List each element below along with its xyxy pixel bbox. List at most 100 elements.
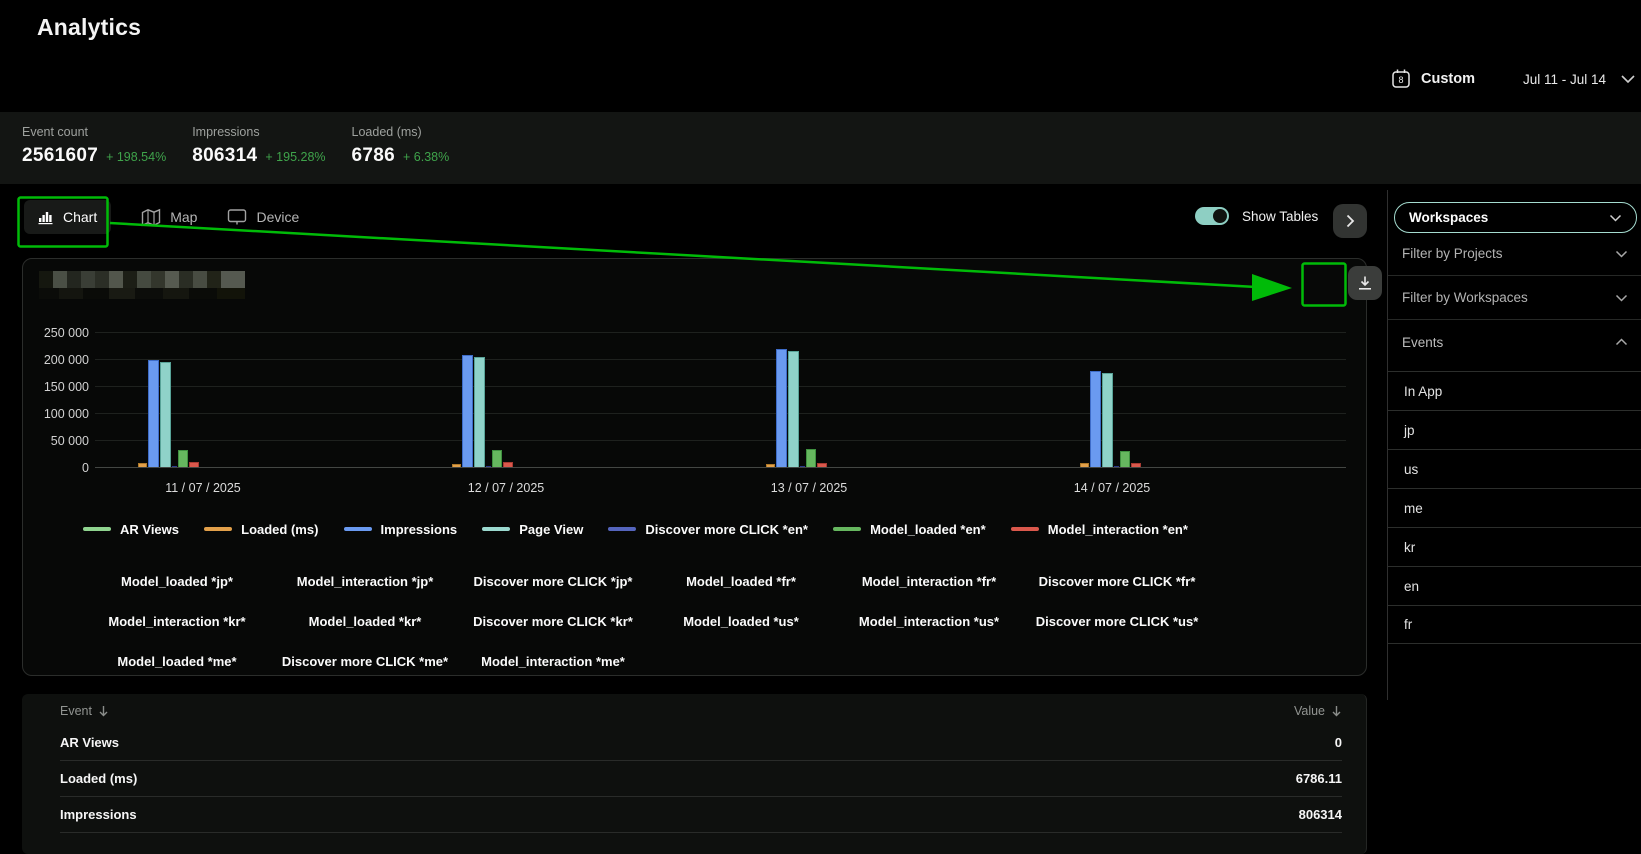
legend-item[interactable]: Discover more CLICK *jp* (473, 573, 633, 589)
legend-item[interactable]: AR Views (83, 522, 179, 537)
legend-item[interactable]: Model_loaded *en* (833, 522, 986, 537)
legend-item[interactable]: Model_loaded *kr* (308, 613, 422, 629)
bar-page-view[interactable] (159, 361, 171, 467)
chevron-down-icon (1609, 214, 1622, 222)
legend-item[interactable]: Model_loaded *jp* (121, 573, 233, 589)
legend-item[interactable]: Model_interaction *fr* (861, 573, 997, 589)
bar-model-interaction-en-[interactable] (816, 462, 827, 467)
legend-swatch (833, 527, 862, 531)
tab-chart[interactable]: Chart (24, 200, 112, 234)
event-filter-item[interactable]: jp (1388, 410, 1641, 449)
table-row[interactable]: Impressions 806314 (60, 797, 1342, 833)
bar-impressions[interactable] (1089, 371, 1101, 467)
y-axis-label: 50 000 (50, 434, 89, 448)
legend-item[interactable]: Page View (482, 522, 583, 537)
bar-loaded-ms-[interactable] (451, 463, 461, 467)
legend-item[interactable]: Model_interaction *en* (1010, 521, 1188, 537)
tab-device[interactable]: Device (227, 208, 299, 226)
chart-card: 0 50 000 100 000 150 000 200 000 250 000 11 /… (22, 258, 1462, 676)
date-range-picker[interactable]: 8 Custom Jul 11 - Jul 14 (1390, 64, 1636, 94)
gridline (95, 332, 1346, 333)
legend-swatch (343, 527, 372, 531)
bar-impressions[interactable] (147, 360, 159, 467)
bar-discover-more-click-en-[interactable] (171, 465, 177, 467)
legend-item[interactable]: Discover more CLICK *kr* (473, 613, 633, 629)
event-filter-item[interactable]: kr (1388, 527, 1641, 566)
bar-loaded-ms-[interactable] (1079, 463, 1089, 467)
y-axis-label: 150 000 (43, 380, 89, 394)
legend-item[interactable]: Impressions (343, 521, 458, 537)
bar-page-view[interactable] (473, 356, 485, 467)
legend-item[interactable]: Model_loaded *me* (117, 653, 237, 669)
column-header-value[interactable]: Value (1294, 704, 1342, 718)
bar-loaded-ms-[interactable] (765, 463, 775, 467)
page-title: Analytics (37, 14, 142, 40)
show-tables-toggle[interactable] (1195, 207, 1229, 225)
bar-model-loaded-en-[interactable] (805, 449, 816, 467)
filter-label: Filter by Workspaces (1402, 290, 1528, 305)
bar-impressions[interactable] (775, 349, 787, 467)
stat-value: 806314 (192, 145, 258, 166)
bar-discover-more-click-en-[interactable] (485, 465, 491, 467)
tab-label: Map (170, 209, 198, 225)
bar-model-loaded-en-[interactable] (1119, 451, 1130, 467)
bar-model-loaded-en-[interactable] (491, 450, 502, 467)
bar-discover-more-click-en-[interactable] (799, 465, 805, 467)
events-section-header[interactable]: Events (1388, 320, 1641, 364)
legend-item[interactable]: Model_interaction *us* (858, 613, 1000, 629)
tab-map[interactable]: Map (141, 208, 197, 227)
stat-block: Event count 2561607 + 198.54% (22, 125, 166, 184)
legend-item[interactable]: Model_loaded *fr* (686, 573, 796, 589)
y-axis-label: 250 000 (43, 326, 89, 340)
gridline (95, 413, 1346, 414)
table-row[interactable]: AR Views 0 (60, 725, 1342, 761)
gridline (95, 467, 1346, 468)
filter-by-projects[interactable]: Filter by Projects (1388, 232, 1641, 276)
y-axis-label: 0 (82, 461, 89, 475)
event-filter-item[interactable]: me (1388, 488, 1641, 527)
legend-row: Model_interaction *kr* Model_loaded *kr* D… (83, 611, 1211, 631)
bar-model-interaction-en-[interactable] (502, 462, 513, 467)
chevron-down-icon[interactable] (1620, 74, 1636, 84)
legend-item[interactable]: Model_interaction *me* (481, 653, 625, 669)
legend-item[interactable]: Discover more CLICK *en* (608, 522, 808, 537)
legend-label: Impressions (380, 521, 458, 537)
bar-loaded-ms-[interactable] (137, 463, 147, 467)
event-filter-item[interactable]: In App (1388, 371, 1641, 410)
bar-impressions[interactable] (461, 355, 473, 467)
legend-row: Model_loaded *jp* Model_interaction *jp* D… (83, 571, 1211, 591)
legend-item[interactable]: Discover more CLICK *me* (281, 653, 449, 669)
legend-item[interactable]: Discover more CLICK *us* (1035, 613, 1199, 629)
legend-item[interactable]: Loaded (ms) (204, 522, 318, 537)
legend-item[interactable]: Discover more CLICK *fr* (1038, 573, 1196, 589)
filter-by-workspaces[interactable]: Filter by Workspaces (1388, 276, 1641, 320)
date-range-value: Jul 11 - Jul 14 (1522, 71, 1607, 87)
bar-discover-more-click-en-[interactable] (1113, 465, 1119, 467)
bar-model-loaded-en-[interactable] (177, 450, 188, 467)
bar-group (137, 332, 199, 467)
event-filter-item[interactable]: en (1388, 566, 1641, 605)
legend-item[interactable]: Model_interaction *kr* (108, 613, 246, 629)
bar-page-view[interactable] (1101, 373, 1113, 467)
table-row[interactable]: Loaded (ms) 6786.11 (60, 761, 1342, 797)
workspaces-select[interactable]: Workspaces (1394, 202, 1637, 233)
download-button[interactable] (1348, 266, 1382, 300)
events-header-label: Events (1402, 334, 1444, 350)
stats-bar: Event count 2561607 + 198.54% Impression… (0, 112, 1641, 184)
bar-model-interaction-en-[interactable] (188, 461, 199, 467)
x-axis-label: 12 / 07 / 2025 (467, 481, 545, 495)
legend-swatch (608, 527, 637, 531)
event-filter-item[interactable]: us (1388, 449, 1641, 488)
bar-page-view[interactable] (787, 350, 799, 467)
legend-item[interactable]: Model_loaded *us* (683, 613, 799, 629)
column-header-event[interactable]: Event (60, 704, 109, 718)
legend-row: Model_loaded *me* Discover more CLICK *me… (83, 651, 1211, 671)
map-icon (142, 208, 161, 226)
stat-block: Impressions 806314 + 195.28% (192, 125, 325, 184)
event-filter-item[interactable]: fr (1388, 605, 1641, 644)
legend-label: Model_interaction *en* (1047, 521, 1188, 537)
legend-item[interactable]: Model_interaction *jp* (296, 573, 434, 589)
next-button[interactable] (1333, 204, 1367, 238)
bar-model-interaction-en-[interactable] (1130, 462, 1141, 467)
device-icon (228, 209, 247, 225)
